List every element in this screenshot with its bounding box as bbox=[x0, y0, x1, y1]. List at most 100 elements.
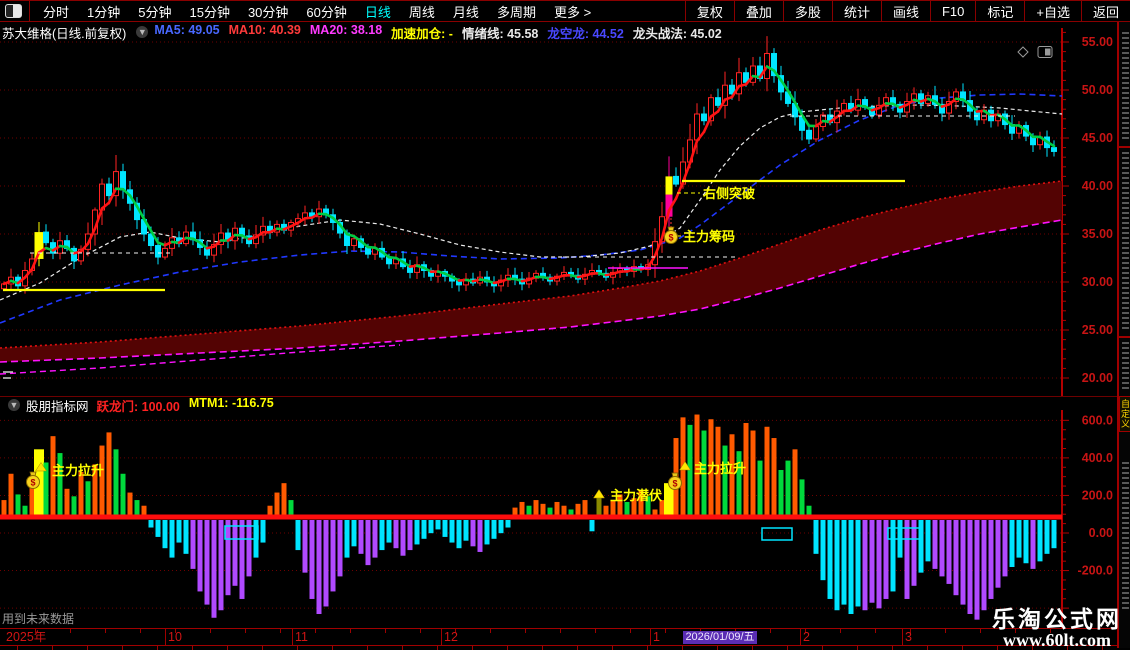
trend-line bbox=[828, 115, 839, 124]
candle bbox=[946, 101, 952, 114]
trend-line bbox=[23, 267, 34, 279]
toolbar-action-2[interactable]: 多股 bbox=[782, 1, 832, 21]
trend-line bbox=[149, 229, 160, 244]
chart-annotation: 右侧突破 bbox=[702, 186, 755, 201]
toolbar-action-1[interactable]: 叠加 bbox=[733, 1, 783, 21]
trend-line bbox=[947, 97, 958, 106]
chevron-down-icon[interactable]: ▼ bbox=[8, 399, 20, 411]
axis-minor-tick bbox=[70, 629, 71, 633]
price-axis-label: 30.00 bbox=[1082, 275, 1113, 289]
candle bbox=[78, 248, 84, 262]
axis-minor-tick bbox=[227, 646, 228, 650]
toolbar-action-0[interactable]: 复权 bbox=[684, 1, 734, 21]
volume-bar bbox=[659, 500, 665, 517]
volume-bar bbox=[141, 505, 147, 517]
candle bbox=[701, 113, 707, 122]
strip-texture bbox=[1122, 152, 1129, 332]
volume-bar bbox=[946, 520, 952, 584]
custom-panel-tab[interactable]: 自 定 义 bbox=[1119, 396, 1130, 432]
toolbar-item-3[interactable]: 15分钟 bbox=[189, 4, 230, 20]
axis-month-label: 2 bbox=[803, 630, 810, 644]
future-data-warning: 用到未来数据 bbox=[2, 612, 75, 626]
trend-line bbox=[30, 251, 41, 271]
trend-line bbox=[86, 227, 97, 245]
volume-bar bbox=[309, 520, 315, 599]
volume-bar bbox=[953, 520, 959, 596]
volume-bar bbox=[50, 436, 56, 517]
toolbar-item-2[interactable]: 5分钟 bbox=[138, 4, 172, 20]
trend-line bbox=[709, 110, 720, 118]
toolbar-item-7[interactable]: 周线 bbox=[408, 4, 435, 20]
trend-line bbox=[681, 161, 692, 184]
volume-bar bbox=[1023, 520, 1029, 564]
volume-bar bbox=[71, 496, 77, 517]
trend-line bbox=[779, 78, 790, 92]
toolbar-action-6[interactable]: 标记 bbox=[975, 1, 1024, 21]
indicator-axis-label: 0.00 bbox=[1089, 526, 1113, 540]
candle bbox=[351, 238, 357, 247]
axis-minor-tick bbox=[1067, 646, 1068, 650]
volume-bar bbox=[92, 464, 98, 517]
volume-bar bbox=[113, 449, 119, 517]
price-axis-label: 50.00 bbox=[1082, 83, 1113, 97]
candle bbox=[722, 84, 728, 106]
axis-minor-tick bbox=[385, 629, 386, 633]
axis-minor-tick bbox=[630, 629, 631, 633]
trend-line bbox=[996, 113, 1007, 121]
selected-date-box: 2026/01/09/五 bbox=[683, 631, 757, 644]
trend-line bbox=[849, 104, 860, 112]
indicator-field-0: 跃龙门: 100.00 bbox=[96, 399, 180, 414]
info-field-6: 龙头战法: 45.02 bbox=[632, 26, 722, 41]
toolbar-action-3[interactable]: 统计 bbox=[831, 1, 881, 21]
strip-divider bbox=[1119, 336, 1130, 338]
trend-line bbox=[891, 102, 902, 109]
price-axis-label: 40.00 bbox=[1082, 179, 1113, 193]
toolbar-item-8[interactable]: 月线 bbox=[452, 4, 479, 20]
strip-texture bbox=[1122, 342, 1129, 390]
axis-minor-tick bbox=[857, 646, 858, 650]
trend-line bbox=[324, 212, 335, 220]
axis-minor-tick bbox=[682, 646, 683, 650]
toolbar-item-9[interactable]: 多周期 bbox=[496, 4, 536, 20]
toolbar-item-6[interactable]: 日线 bbox=[364, 4, 391, 20]
axis-minor-tick bbox=[122, 646, 123, 650]
volume-bar bbox=[176, 520, 182, 543]
chevron-down-icon[interactable]: ▼ bbox=[136, 26, 149, 38]
axis-minor-tick bbox=[717, 646, 718, 650]
info-field-5: 龙空龙: 44.52 bbox=[547, 26, 624, 41]
axis-minor-tick bbox=[945, 629, 946, 633]
axis-minor-tick bbox=[822, 646, 823, 650]
toolbar-action-5[interactable]: F10 bbox=[929, 1, 975, 21]
price-axis-label: 35.00 bbox=[1082, 227, 1113, 241]
toolbar-item-10[interactable]: 更多 > bbox=[553, 4, 592, 20]
toolbar-action-8[interactable]: 返回 bbox=[1080, 1, 1130, 21]
axis-month-tick bbox=[441, 629, 442, 645]
axis-minor-tick bbox=[262, 646, 263, 650]
toolbar-item-1[interactable]: 1分钟 bbox=[87, 4, 121, 20]
volume-bar bbox=[827, 520, 833, 599]
main-chart-svg[interactable]: 55.00 50.00 45.00 40.00 35.00 30.00 25.00 20.00… bbox=[0, 28, 1130, 397]
volume-bar bbox=[722, 445, 728, 517]
stock-title: 苏大维格(日线.前复权) bbox=[2, 26, 127, 41]
volume-bar bbox=[484, 520, 490, 545]
volume-bar bbox=[127, 492, 133, 517]
window-panel-icon[interactable] bbox=[5, 4, 22, 18]
time-axis[interactable]: 2025年 10 11 12 1 2 3 2026/01/09/五 bbox=[0, 628, 1117, 646]
chart-annotation: 主力潜伏 bbox=[610, 488, 662, 503]
candle bbox=[106, 183, 112, 197]
drawn-rectangle bbox=[224, 525, 259, 540]
toolbar-action-4[interactable]: 画线 bbox=[880, 1, 930, 21]
axis-minor-tick bbox=[210, 629, 211, 633]
indicator-axis-label: 600.0 bbox=[1082, 413, 1113, 427]
volume-bar bbox=[785, 460, 791, 517]
trend-line bbox=[121, 187, 132, 197]
toolbar-item-4[interactable]: 30分钟 bbox=[247, 4, 289, 20]
volume-bar bbox=[407, 520, 413, 551]
trend-line bbox=[198, 241, 209, 250]
toolbar-item-5[interactable]: 60分钟 bbox=[306, 4, 347, 20]
info-field-4: 情绪线: 45.58 bbox=[461, 26, 539, 41]
toolbar-action-7[interactable]: +自选 bbox=[1024, 1, 1081, 21]
trend-line bbox=[863, 105, 874, 112]
toolbar-item-0[interactable]: 分时 bbox=[43, 4, 70, 20]
